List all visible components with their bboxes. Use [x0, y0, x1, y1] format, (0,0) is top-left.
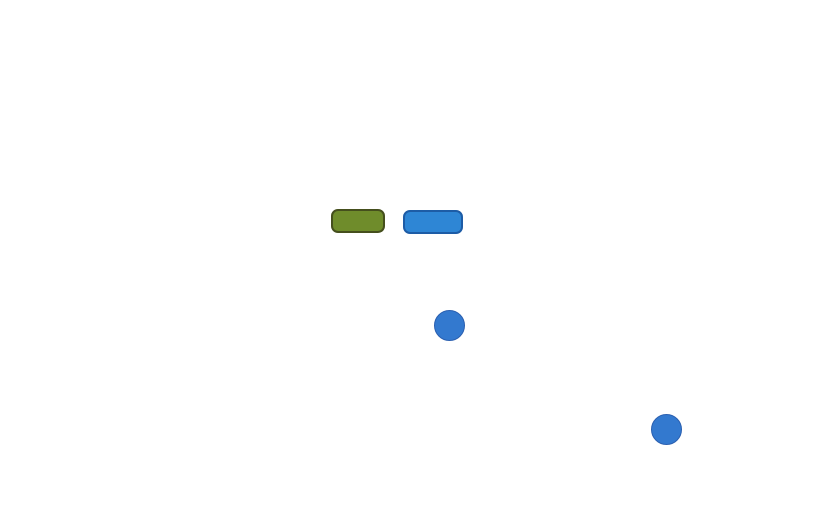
target-badge[interactable] [403, 210, 463, 234]
buy1-badge[interactable] [434, 310, 465, 341]
buy2-badge[interactable] [651, 414, 682, 445]
target-value-badge[interactable] [331, 209, 385, 233]
